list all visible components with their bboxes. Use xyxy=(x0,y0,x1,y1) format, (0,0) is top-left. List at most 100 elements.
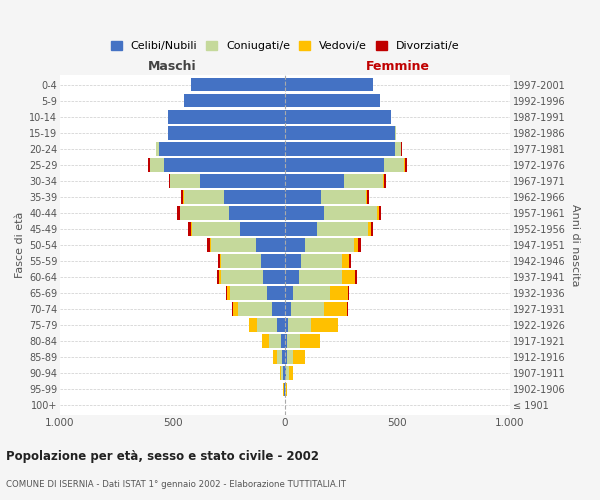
Bar xyxy=(220,254,221,268)
Bar xyxy=(238,302,271,316)
Bar xyxy=(311,318,338,332)
Bar xyxy=(285,334,287,348)
Bar xyxy=(169,174,170,188)
Bar xyxy=(285,190,321,203)
Bar xyxy=(170,174,199,188)
Bar xyxy=(221,254,262,268)
Bar xyxy=(286,382,287,396)
Bar xyxy=(317,222,368,236)
Bar xyxy=(269,334,281,348)
Bar xyxy=(177,206,180,220)
Bar xyxy=(299,270,343,284)
Bar xyxy=(289,318,311,332)
Bar xyxy=(283,366,285,380)
Bar xyxy=(379,206,382,220)
Bar xyxy=(284,382,285,396)
Bar xyxy=(211,238,256,252)
Bar xyxy=(285,302,290,316)
Bar xyxy=(287,334,299,348)
Bar xyxy=(325,206,377,220)
Bar xyxy=(218,254,220,268)
Bar xyxy=(277,318,285,332)
Bar xyxy=(285,350,287,364)
Bar xyxy=(285,174,343,188)
Bar xyxy=(184,94,285,108)
Bar xyxy=(150,158,163,172)
Bar xyxy=(343,174,383,188)
Bar xyxy=(232,302,233,316)
Bar xyxy=(199,174,285,188)
Bar xyxy=(404,158,406,172)
Bar xyxy=(262,334,269,348)
Bar xyxy=(240,222,285,236)
Bar xyxy=(367,190,370,203)
Bar xyxy=(281,366,283,380)
Bar xyxy=(281,334,285,348)
Bar xyxy=(226,286,227,300)
Bar xyxy=(224,190,285,203)
Bar xyxy=(330,286,348,300)
Bar xyxy=(272,350,277,364)
Bar xyxy=(249,318,257,332)
Bar xyxy=(384,158,404,172)
Bar xyxy=(219,270,221,284)
Bar xyxy=(285,142,395,156)
Bar xyxy=(233,302,238,316)
Bar xyxy=(353,238,358,252)
Bar xyxy=(301,254,343,268)
Bar xyxy=(230,286,267,300)
Bar xyxy=(377,206,379,220)
Bar xyxy=(289,366,293,380)
Bar xyxy=(395,126,397,140)
Bar xyxy=(168,110,285,124)
Bar xyxy=(285,318,289,332)
Bar xyxy=(355,270,357,284)
Bar xyxy=(349,254,352,268)
Bar xyxy=(184,190,224,203)
Bar xyxy=(285,126,395,140)
Bar xyxy=(285,270,299,284)
Bar xyxy=(267,286,285,300)
Bar xyxy=(347,302,348,316)
Bar xyxy=(285,366,286,380)
Bar xyxy=(263,270,285,284)
Bar xyxy=(285,238,305,252)
Bar xyxy=(321,190,366,203)
Bar xyxy=(168,126,285,140)
Text: COMUNE DI ISERNIA - Dati ISTAT 1° gennaio 2002 - Elaborazione TUTTITALIA.IT: COMUNE DI ISERNIA - Dati ISTAT 1° gennai… xyxy=(6,480,346,489)
Bar xyxy=(383,174,384,188)
Bar xyxy=(325,302,347,316)
Text: Maschi: Maschi xyxy=(148,60,197,74)
Bar xyxy=(384,174,386,188)
Bar xyxy=(299,334,320,348)
Bar xyxy=(285,206,325,220)
Bar xyxy=(262,254,285,268)
Bar xyxy=(188,222,191,236)
Bar xyxy=(210,238,211,252)
Bar xyxy=(221,270,263,284)
Bar xyxy=(257,318,277,332)
Bar xyxy=(305,238,353,252)
Bar xyxy=(191,78,285,92)
Bar xyxy=(163,158,285,172)
Bar xyxy=(285,286,293,300)
Bar xyxy=(368,222,371,236)
Bar xyxy=(208,238,210,252)
Bar xyxy=(348,286,349,300)
Text: Femmine: Femmine xyxy=(365,60,430,74)
Bar xyxy=(156,142,159,156)
Y-axis label: Fasce di età: Fasce di età xyxy=(14,212,25,278)
Bar xyxy=(181,206,229,220)
Bar xyxy=(343,254,349,268)
Bar xyxy=(217,270,219,284)
Bar xyxy=(191,222,240,236)
Bar xyxy=(366,190,367,203)
Bar xyxy=(229,206,285,220)
Bar xyxy=(290,302,325,316)
Bar xyxy=(271,302,285,316)
Bar xyxy=(358,238,361,252)
Legend: Celibi/Nubili, Coniugati/e, Vedovi/e, Divorziati/e: Celibi/Nubili, Coniugati/e, Vedovi/e, Di… xyxy=(106,36,464,56)
Bar xyxy=(285,222,317,236)
Bar xyxy=(395,142,401,156)
Bar xyxy=(285,254,301,268)
